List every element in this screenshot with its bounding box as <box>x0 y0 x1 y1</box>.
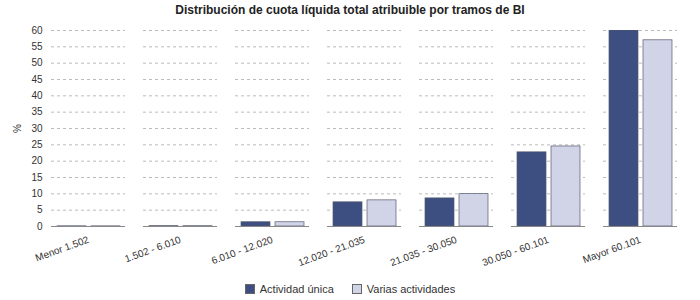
html-text:Actividad única: Actividad única <box>259 283 334 295</box>
svg-text:12.020 - 21.035: 12.020 - 21.035 <box>297 234 367 268</box>
svg-text:50: 50 <box>31 57 43 68</box>
svg-text:10: 10 <box>31 188 43 199</box>
svg-text:60: 60 <box>31 25 43 36</box>
svg-text:20: 20 <box>31 155 43 166</box>
svg-text:21.035 - 30.050: 21.035 - 30.050 <box>389 234 459 268</box>
svg-text:6.010 - 12.020: 6.010 - 12.020 <box>210 234 275 267</box>
svg-text:Mayor 60.101: Mayor 60.101 <box>581 234 643 265</box>
svg-text:40: 40 <box>31 90 43 101</box>
svg-text:%: % <box>12 124 23 133</box>
svg-text:1.502 - 6.010: 1.502 - 6.010 <box>123 234 183 265</box>
svg-text:Menor 1.502: Menor 1.502 <box>34 234 91 264</box>
svg-text:5: 5 <box>37 204 43 215</box>
svg-text:30.050 - 60.101: 30.050 - 60.101 <box>481 234 551 268</box>
html-text:Distribución de cuota líquida: Distribución de cuota líquida total atri… <box>175 3 525 17</box>
svg-text:0: 0 <box>37 221 43 232</box>
html-text:Varias actividades: Varias actividades <box>366 283 456 295</box>
svg-text:35: 35 <box>31 106 43 117</box>
svg-text:45: 45 <box>31 74 43 85</box>
svg-text:15: 15 <box>31 172 43 183</box>
svg-text:30: 30 <box>31 123 43 134</box>
svg-text:55: 55 <box>31 41 43 52</box>
svg-text:25: 25 <box>31 139 43 150</box>
